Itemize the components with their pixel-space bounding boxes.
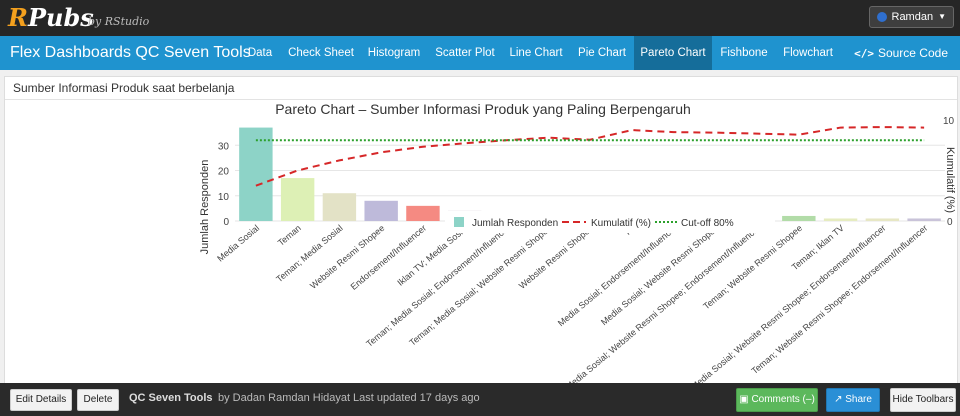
delete-button[interactable]: Delete <box>77 389 119 411</box>
legend-swatch-bar <box>454 217 464 227</box>
tab-histogram[interactable]: Histogram <box>367 47 421 59</box>
y-tick-label: 0 <box>223 217 229 228</box>
legend-background <box>445 211 775 233</box>
card-title: Sumber Informasi Produk saat berbelanja <box>5 77 957 100</box>
x-tick-label: Endorsement/Influencer <box>349 223 429 292</box>
legend-label: Kumulatif (%) <box>591 218 651 229</box>
last-updated-text: Last updated 17 days ago <box>353 392 480 404</box>
cumulative-line <box>255 126 925 187</box>
byline: by RStudio <box>88 15 150 28</box>
document-title: QC Seven Tools <box>129 392 213 404</box>
y-tick-label: 10 <box>218 192 230 203</box>
share-icon: ↗ <box>834 394 846 405</box>
y2-tick-label: 0 <box>947 217 953 228</box>
tab-check-sheet[interactable]: Check Sheet <box>288 47 354 59</box>
chart-bar <box>322 193 357 221</box>
chart-bar <box>907 218 941 221</box>
tab-flowchart[interactable]: Flowchart <box>783 47 833 59</box>
pareto-chart: 0 10 20 30 0 10 Media Sosial Teman Teman; Media… <box>199 101 956 383</box>
x-tick-label: Website Resmi Shopee <box>308 223 386 291</box>
chart-bar <box>865 218 900 221</box>
user-name: Ramdan <box>891 11 934 23</box>
chart-bar <box>239 127 273 221</box>
code-icon: </> <box>854 47 874 60</box>
chart-bar <box>782 215 816 221</box>
share-label: Share <box>845 394 872 405</box>
share-button[interactable]: ↗ Share <box>826 388 880 412</box>
x-tick-label: Teman; Media Sosial; Endorsement/Influen… <box>364 223 511 349</box>
chart-bar <box>280 178 315 221</box>
edit-details-button[interactable]: Edit Details <box>10 389 72 411</box>
logo-r: R <box>8 3 28 32</box>
rpubs-logo[interactable]: RPubs <box>8 3 94 32</box>
dashboard-title[interactable]: Flex Dashboards QC Seven Tools <box>10 44 251 61</box>
chart-bar <box>364 200 398 221</box>
power-icon <box>876 12 887 22</box>
comments-label: Comments (–) <box>751 394 815 405</box>
y2-tick-label: 10 <box>943 116 955 127</box>
y-tick-label: 20 <box>218 167 230 178</box>
legend-label: Cut-off 80% <box>681 218 734 229</box>
y2-axis-title: Kumulatif (%) <box>944 147 956 213</box>
legend-label: Jumlah Responden <box>472 218 558 229</box>
chart-title: Pareto Chart – Sumber Informasi Produk y… <box>275 101 691 117</box>
tab-fishbone[interactable]: Fishbone <box>720 47 768 59</box>
hide-toolbars-button[interactable]: Hide Toolbars <box>890 388 956 412</box>
comment-icon: ▣ <box>739 394 752 405</box>
x-tick-label: Website Resmi Shopee <box>517 223 595 291</box>
user-menu-button[interactable]: Ramdan ▼ <box>868 6 954 28</box>
chart-card: Sumber Informasi Produk saat berbelanja … <box>4 76 958 384</box>
x-tick-label: Teman; Media Sosial; Website Resmi Shope… <box>407 223 553 348</box>
source-code-link[interactable]: </> Source Code <box>854 36 948 70</box>
y-tick-label: 30 <box>218 141 230 152</box>
rpubs-footer: Edit Details Delete QC Seven Tools by Da… <box>0 383 960 416</box>
comments-button[interactable]: ▣ Comments (–) <box>736 388 818 412</box>
caret-down-icon: ▼ <box>938 12 946 21</box>
tab-scatter-plot[interactable]: Scatter Plot <box>435 47 495 59</box>
author-text: by Dadan Ramdan Hidayat <box>218 392 351 404</box>
rpubs-header: RPubs by RStudio Ramdan ▼ <box>0 0 960 36</box>
y-axis-title: Jumlah Responden <box>199 160 211 255</box>
card-title-text: Sumber Informasi Produk saat berbelanja <box>13 81 235 95</box>
x-tick-label: Media Sosial <box>215 223 261 264</box>
tab-pareto-chart[interactable]: Pareto Chart <box>634 36 712 70</box>
tab-line-chart[interactable]: Line Chart <box>509 47 563 59</box>
logo-text: Pubs <box>27 3 94 32</box>
chart-bar <box>406 205 440 221</box>
tab-data[interactable]: Data <box>247 47 273 59</box>
tab-pie-chart[interactable]: Pie Chart <box>578 47 626 59</box>
source-code-label: Source Code <box>877 46 948 60</box>
x-tick-label: Teman <box>276 223 303 248</box>
dashboard-navbar: Flex Dashboards QC Seven Tools Data Chec… <box>0 36 960 70</box>
chart-bar <box>823 218 858 221</box>
